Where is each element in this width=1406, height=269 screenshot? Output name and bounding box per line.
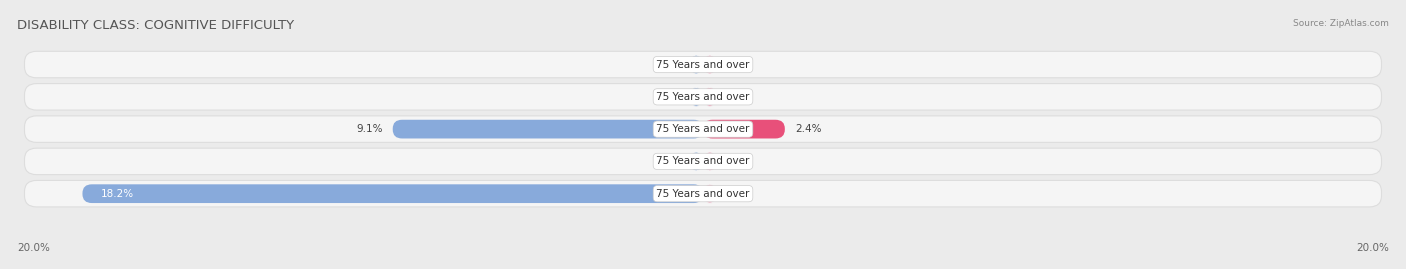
FancyBboxPatch shape [24,84,1382,110]
Text: 0.0%: 0.0% [652,92,679,102]
Text: 0.0%: 0.0% [727,189,754,199]
Text: 2.4%: 2.4% [794,124,821,134]
Text: 18.2%: 18.2% [100,189,134,199]
FancyBboxPatch shape [392,120,703,139]
FancyBboxPatch shape [24,180,1382,207]
Text: Source: ZipAtlas.com: Source: ZipAtlas.com [1294,19,1389,28]
Text: 0.0%: 0.0% [727,92,754,102]
FancyBboxPatch shape [24,51,1382,78]
FancyBboxPatch shape [689,55,703,74]
FancyBboxPatch shape [689,152,703,171]
Text: DISABILITY CLASS: COGNITIVE DIFFICULTY: DISABILITY CLASS: COGNITIVE DIFFICULTY [17,19,294,32]
FancyBboxPatch shape [703,184,717,203]
Text: 75 Years and over: 75 Years and over [657,124,749,134]
Text: 75 Years and over: 75 Years and over [657,189,749,199]
FancyBboxPatch shape [703,152,717,171]
Text: 20.0%: 20.0% [17,243,49,253]
Text: 0.0%: 0.0% [652,59,679,70]
Text: 75 Years and over: 75 Years and over [657,59,749,70]
Text: 0.0%: 0.0% [727,59,754,70]
FancyBboxPatch shape [689,87,703,106]
FancyBboxPatch shape [703,87,717,106]
FancyBboxPatch shape [24,148,1382,175]
Text: 20.0%: 20.0% [1357,243,1389,253]
Text: 75 Years and over: 75 Years and over [657,156,749,167]
FancyBboxPatch shape [24,116,1382,142]
Text: 9.1%: 9.1% [356,124,382,134]
FancyBboxPatch shape [83,184,703,203]
FancyBboxPatch shape [703,120,785,139]
Text: 0.0%: 0.0% [727,156,754,167]
Text: 0.0%: 0.0% [652,156,679,167]
Text: 75 Years and over: 75 Years and over [657,92,749,102]
FancyBboxPatch shape [703,55,717,74]
